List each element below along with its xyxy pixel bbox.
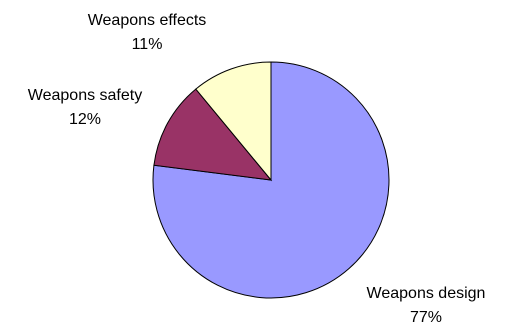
label-weapons-effects-percent: 11% [132, 36, 163, 53]
pie-slice-weapons-effects [195, 61, 272, 182]
label-weapons-design-percent: 77% [410, 309, 442, 325]
label-weapons-safety-name: Weapons safety [28, 87, 142, 104]
label-weapons-safety-percent: 12% [69, 111, 101, 128]
pie-slices [152, 61, 390, 299]
label-weapons-design-name: Weapons design [367, 285, 486, 302]
pie-slice-weapons-safety [153, 88, 273, 181]
label-weapons-effects-name: Weapons effects [88, 12, 207, 29]
